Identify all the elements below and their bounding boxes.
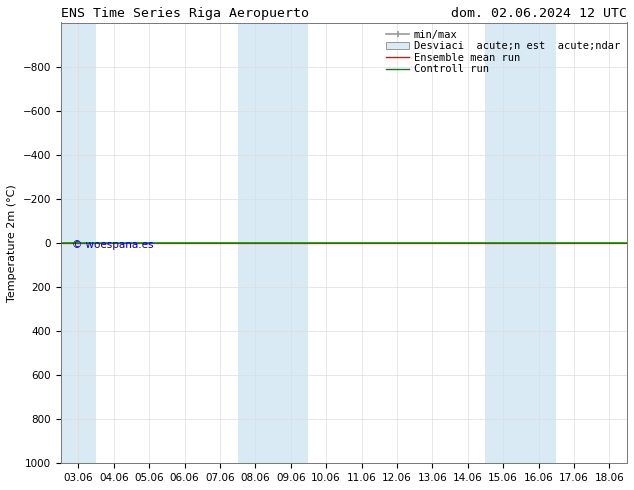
Y-axis label: Temperature 2m (°C): Temperature 2m (°C) — [7, 184, 17, 302]
Legend: min/max, Desviaci  acute;n est  acute;ndar, Ensemble mean run, Controll run: min/max, Desviaci acute;n est acute;ndar… — [384, 28, 622, 76]
Text: ENS Time Series Riga Aeropuerto: ENS Time Series Riga Aeropuerto — [61, 7, 309, 20]
Bar — [61, 23, 96, 464]
Bar — [486, 23, 521, 464]
Text: © woespana.es: © woespana.es — [72, 240, 153, 250]
Bar — [238, 23, 273, 464]
Bar — [273, 23, 308, 464]
Bar — [521, 23, 556, 464]
Text: dom. 02.06.2024 12 UTC: dom. 02.06.2024 12 UTC — [451, 7, 627, 20]
